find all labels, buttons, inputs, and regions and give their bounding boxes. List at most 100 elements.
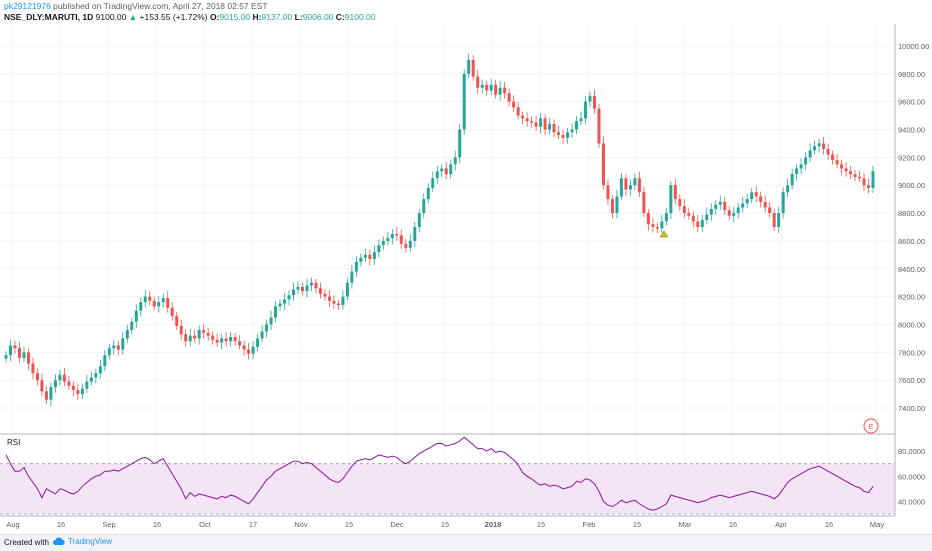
candle-body [588, 96, 592, 102]
candle-body [669, 185, 673, 214]
username-link[interactable]: pk29121976 [4, 1, 51, 11]
candle-body [664, 213, 668, 222]
price-tick-label: 7400.00 [898, 404, 925, 413]
candles [4, 53, 875, 406]
candle-body [795, 168, 799, 175]
rsi-grid [0, 463, 895, 515]
rsi-pane-label: RSI [7, 438, 20, 447]
candle-body [705, 214, 709, 221]
rsi-tick-label: 60.0000 [898, 472, 925, 481]
candle-body [745, 199, 749, 204]
rsi-tick-label: 80.0000 [898, 447, 925, 456]
candle-body [813, 146, 817, 151]
candle-body [449, 164, 453, 175]
time-tick-label: 17 [249, 520, 257, 529]
candle-body [426, 188, 430, 200]
time-tick-label: 15 [345, 520, 353, 529]
time-tick-label: Feb [583, 520, 596, 529]
candle-body [561, 135, 565, 138]
candle-body [121, 338, 125, 350]
candle-body [471, 59, 475, 77]
candle-body [345, 282, 349, 297]
candle-body [849, 171, 853, 175]
candle-body [395, 233, 399, 236]
rsi-axis[interactable]: 80.0000 60.0000 40.0000 [898, 447, 925, 506]
candle-body [175, 316, 179, 326]
candle-body [521, 115, 525, 119]
candle-body [601, 143, 605, 186]
candle-body [498, 87, 502, 95]
chart-area[interactable]: 10000.00 9800.00 9600.00 9400.00 9200.00 9000… [0, 24, 932, 534]
candle-body [768, 207, 772, 214]
candle-body [305, 285, 309, 292]
rsi-tick-label: 40.0000 [898, 497, 925, 506]
candle-body [673, 185, 677, 200]
candle-body [350, 271, 354, 283]
candle-body [543, 118, 547, 130]
candle-body [206, 332, 210, 336]
candle-body [718, 201, 722, 205]
candle-body [247, 349, 251, 354]
candle-body [417, 213, 421, 227]
candle-body [858, 176, 862, 179]
symbol-label[interactable]: NSE_DLY:MARUTI, 1D [4, 12, 94, 22]
candle-body [871, 171, 875, 188]
candle-body [161, 298, 165, 303]
candle-body [763, 201, 767, 208]
price-tick-label: 9400.00 [898, 126, 925, 135]
candle-body [862, 178, 866, 186]
price-chart[interactable]: 10000.00 9800.00 9600.00 9400.00 9200.00 9000… [0, 24, 932, 534]
candle-body [822, 143, 826, 149]
candle-body [332, 300, 336, 304]
time-axis[interactable]: Aug 16 Sep 16 Oct 17 Nov 15 Dec 15 2018 15 Feb 15 Mar 1… [6, 520, 884, 529]
candle-body [844, 168, 848, 172]
candle-body [548, 123, 552, 130]
candle-body [790, 174, 794, 186]
candle-body [399, 235, 403, 244]
candle-body [494, 84, 498, 95]
candle-body [26, 352, 30, 364]
rsi-line [5, 436, 874, 511]
candle-body [799, 164, 803, 169]
tradingview-brand: TradingView [68, 537, 113, 546]
earnings-marker[interactable]: E [863, 418, 879, 434]
candle-body [619, 178, 623, 197]
candle-body [372, 252, 376, 260]
candle-body [300, 286, 304, 292]
candle-body [530, 121, 534, 123]
price-grid [0, 24, 895, 516]
candle-body [309, 282, 313, 286]
candle-body [759, 196, 763, 202]
price-tick-label: 8800.00 [898, 209, 925, 218]
candle-body [480, 84, 484, 88]
candle-body [723, 201, 727, 211]
open-label: O: [209, 12, 220, 22]
symbol-line: NSE_DLY:MARUTI, 1D 9100.00 ▲ +153.55 (+1… [4, 12, 376, 23]
candle-body [462, 73, 466, 130]
candle-body [166, 298, 170, 308]
candle-body [422, 199, 426, 214]
price-axis[interactable]: 10000.00 9800.00 9600.00 9400.00 9200.00 9000… [898, 42, 929, 413]
candle-body [292, 289, 296, 296]
candle-body [265, 324, 269, 332]
candle-body [89, 377, 93, 382]
time-tick-label: Sep [102, 520, 115, 529]
time-tick-label: 15 [441, 520, 449, 529]
candle-body [53, 380, 57, 388]
candle-body [579, 118, 583, 122]
candle-body [377, 245, 381, 253]
chart-background [0, 24, 932, 534]
candle-body [197, 330, 201, 339]
candle-body [777, 213, 781, 227]
candle-body [4, 355, 8, 359]
candle-body [233, 337, 237, 342]
rsi-band [0, 463, 895, 514]
candle-body [22, 352, 26, 358]
candle-body [467, 59, 471, 74]
candle-body [485, 84, 489, 91]
candle-body [287, 295, 291, 300]
tradingview-link[interactable]: TradingView [53, 537, 112, 546]
change-up-icon: ▲ [128, 12, 138, 22]
high-value: 9137.00 [261, 12, 293, 22]
candle-body [413, 227, 417, 241]
